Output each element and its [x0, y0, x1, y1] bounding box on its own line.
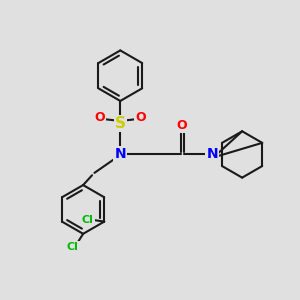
Text: O: O: [135, 111, 146, 124]
Text: S: S: [115, 116, 126, 131]
Text: Cl: Cl: [82, 215, 94, 225]
Text: Cl: Cl: [67, 242, 79, 252]
Text: O: O: [95, 111, 105, 124]
Text: N: N: [207, 148, 218, 161]
Text: N: N: [115, 148, 126, 161]
Text: O: O: [176, 119, 187, 132]
